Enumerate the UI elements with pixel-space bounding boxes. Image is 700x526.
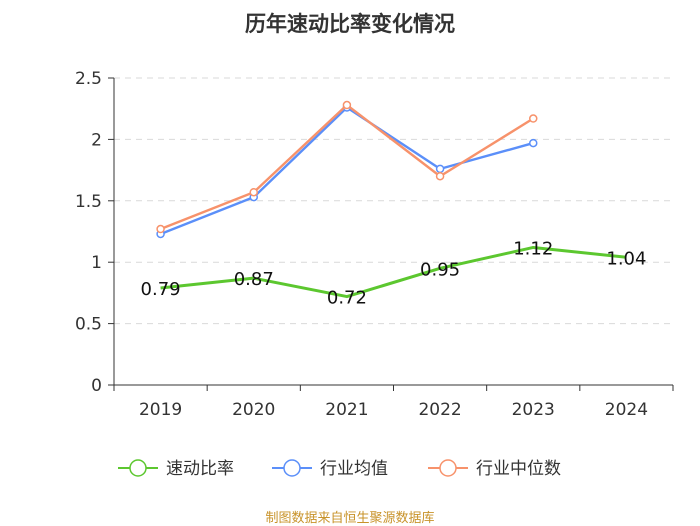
- series-line-2: [160, 106, 534, 236]
- x-tick-label: 2022: [418, 400, 461, 420]
- x-axis-ticks: 2019 2020 2021 2022 2023 2024: [113, 385, 674, 420]
- data-point: [342, 100, 352, 110]
- x-tick-label: 2020: [232, 400, 275, 420]
- legend-label: 速动比率: [166, 459, 234, 479]
- source-footer: 制图数据来自恒生聚源数据库: [265, 511, 435, 526]
- x-tick-label: 2021: [325, 400, 368, 420]
- data-label: 0.87: [234, 269, 274, 290]
- data-label: 0.95: [420, 259, 460, 280]
- chart-title: 历年速动比率变化情况: [245, 12, 455, 36]
- series-line-3: [160, 103, 534, 231]
- data-label: 0.79: [141, 279, 181, 300]
- y-tick-label: 0: [91, 376, 102, 396]
- data-point: [156, 224, 165, 234]
- legend-marker: [129, 459, 147, 477]
- y-tick-label: 2.5: [75, 69, 102, 89]
- legend-item-3[interactable]: 行业中位数: [428, 459, 561, 479]
- legend-marker: [439, 459, 457, 477]
- x-tick-label: 2023: [512, 400, 555, 420]
- y-tick-label: 1.5: [75, 192, 102, 212]
- data-point: [249, 187, 258, 197]
- x-tick-label: 2019: [139, 400, 182, 420]
- grid-lines: [114, 77, 673, 325]
- data-label: 1.12: [513, 238, 553, 259]
- data-point: [529, 114, 538, 123]
- axes: [113, 78, 673, 386]
- legend-label: 行业均值: [320, 459, 388, 479]
- legend-item-2[interactable]: 行业均值: [272, 459, 388, 479]
- data-point: [529, 138, 538, 148]
- y-axis-ticks: 0 0.5 1 1.5 2 2.5: [75, 69, 114, 396]
- x-tick-label: 2024: [605, 400, 648, 420]
- legend-item-1[interactable]: 速动比率: [118, 459, 234, 479]
- legend-marker: [283, 459, 301, 477]
- data-point: [435, 171, 445, 181]
- legend: 速动比率 行业均值 行业中位数: [118, 459, 561, 479]
- series-line-1: [160, 245, 627, 299]
- data-point: [435, 164, 445, 174]
- legend-label: 行业中位数: [476, 459, 561, 479]
- series-lines: [156, 100, 627, 299]
- y-tick-label: 1: [91, 253, 102, 273]
- y-tick-label: 0.5: [75, 315, 102, 335]
- data-label: 1.04: [606, 248, 646, 269]
- data-label: 0.72: [327, 288, 367, 309]
- y-tick-label: 2: [91, 130, 102, 150]
- data-labels: 0.79 0.87 0.72 0.95 1.12 1.04: [141, 238, 647, 308]
